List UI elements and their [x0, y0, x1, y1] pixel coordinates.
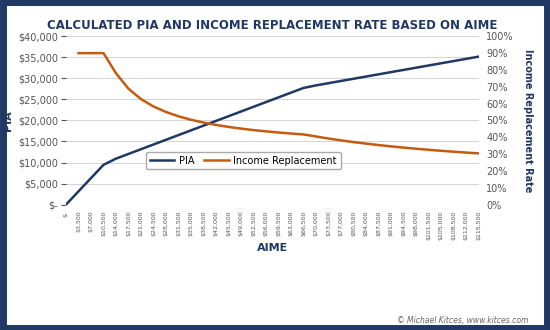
Income Replacement: [188, 118, 194, 122]
Income Replacement: [150, 105, 157, 109]
Income Replacement: [138, 97, 144, 101]
Income Replacement: [175, 114, 182, 118]
PIA: [225, 114, 232, 118]
Income Replacement: [200, 120, 207, 124]
Income Replacement: [75, 51, 82, 55]
Income Replacement: [163, 110, 169, 114]
Income Replacement: [300, 132, 307, 136]
PIA: [250, 105, 257, 109]
PIA: [475, 55, 482, 59]
Income Replacement: [87, 51, 94, 55]
Title: CALCULATED PIA AND INCOME REPLACEMENT RATE BASED ON AIME: CALCULATED PIA AND INCOME REPLACEMENT RA…: [47, 19, 497, 32]
Income Replacement: [362, 142, 369, 146]
PIA: [75, 189, 82, 193]
Income Replacement: [375, 143, 382, 147]
Income Replacement: [350, 140, 357, 144]
Income Replacement: [113, 71, 119, 75]
Income Replacement: [263, 129, 270, 133]
PIA: [375, 72, 382, 76]
Income Replacement: [213, 123, 219, 127]
PIA: [288, 91, 294, 95]
PIA: [412, 66, 419, 70]
X-axis label: AIME: AIME: [257, 243, 288, 253]
Line: Income Replacement: Income Replacement: [79, 53, 478, 153]
Income Replacement: [463, 150, 469, 154]
Text: © Michael Kitces, www.kitces.com: © Michael Kitces, www.kitces.com: [397, 316, 528, 325]
Income Replacement: [313, 135, 320, 139]
PIA: [463, 57, 469, 61]
Income Replacement: [288, 132, 294, 136]
PIA: [350, 77, 357, 81]
PIA: [138, 147, 144, 151]
Y-axis label: Income Replacement Rate: Income Replacement Rate: [523, 49, 533, 192]
PIA: [113, 157, 119, 161]
Income Replacement: [275, 131, 282, 135]
Income Replacement: [400, 146, 407, 149]
PIA: [263, 100, 270, 104]
PIA: [338, 79, 344, 83]
Income Replacement: [450, 150, 457, 154]
PIA: [438, 61, 444, 65]
Legend: PIA, Income Replacement: PIA, Income Replacement: [146, 152, 341, 169]
Income Replacement: [475, 151, 482, 155]
PIA: [388, 70, 394, 74]
Income Replacement: [425, 148, 432, 152]
PIA: [150, 143, 157, 147]
PIA: [125, 152, 132, 156]
PIA: [63, 203, 69, 207]
PIA: [400, 68, 407, 72]
Income Replacement: [225, 125, 232, 129]
PIA: [175, 133, 182, 137]
Income Replacement: [412, 147, 419, 151]
Line: PIA: PIA: [66, 57, 478, 205]
PIA: [200, 124, 207, 128]
PIA: [275, 95, 282, 99]
Income Replacement: [125, 87, 132, 91]
PIA: [325, 81, 332, 85]
PIA: [425, 63, 432, 67]
PIA: [188, 128, 194, 132]
PIA: [450, 59, 457, 63]
Income Replacement: [238, 127, 244, 131]
PIA: [238, 110, 244, 114]
Income Replacement: [388, 145, 394, 148]
PIA: [313, 83, 320, 87]
PIA: [87, 176, 94, 180]
PIA: [300, 86, 307, 90]
Income Replacement: [338, 138, 344, 142]
Y-axis label: PIA: PIA: [3, 110, 13, 131]
Income Replacement: [250, 128, 257, 132]
PIA: [163, 138, 169, 142]
Income Replacement: [438, 149, 444, 153]
Income Replacement: [100, 51, 107, 55]
PIA: [213, 119, 219, 123]
PIA: [362, 75, 369, 79]
Income Replacement: [325, 137, 332, 141]
PIA: [100, 163, 107, 167]
